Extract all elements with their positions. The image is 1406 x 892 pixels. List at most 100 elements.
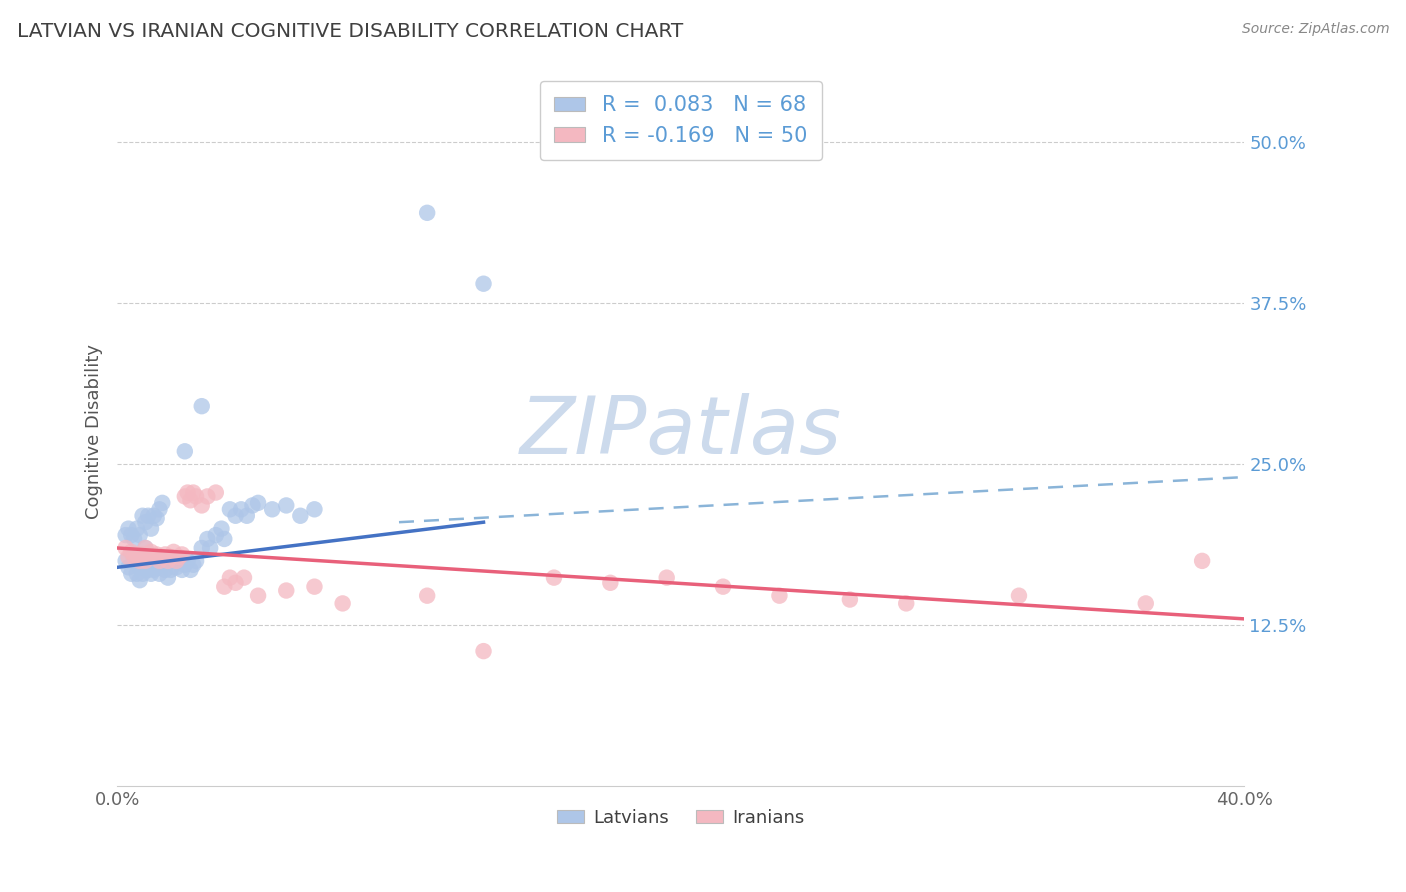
Point	[176, 554, 198, 568]
Point	[184, 490, 207, 504]
Point	[162, 545, 184, 559]
Text: LATVIAN VS IRANIAN COGNITIVE DISABILITY CORRELATION CHART: LATVIAN VS IRANIAN COGNITIVE DISABILITY …	[17, 22, 683, 41]
Point	[204, 485, 226, 500]
Point	[122, 532, 145, 546]
Point	[117, 560, 139, 574]
Point	[195, 490, 218, 504]
Point	[150, 549, 173, 564]
Point	[139, 566, 162, 581]
Point	[170, 548, 193, 562]
Point	[139, 522, 162, 536]
Text: Source: ZipAtlas.com: Source: ZipAtlas.com	[1241, 22, 1389, 37]
Point	[114, 554, 136, 568]
Point	[136, 563, 159, 577]
Point	[247, 496, 270, 510]
Point	[211, 522, 233, 536]
Legend: Latvians, Iranians: Latvians, Iranians	[550, 802, 811, 834]
Point	[125, 554, 148, 568]
Point	[128, 560, 150, 574]
Point	[148, 502, 170, 516]
Point	[1135, 596, 1157, 610]
Point	[148, 566, 170, 581]
Point	[134, 554, 156, 568]
Point	[148, 554, 170, 568]
Point	[114, 528, 136, 542]
Point	[150, 558, 173, 572]
Point	[142, 549, 165, 564]
Point	[276, 583, 298, 598]
Point	[139, 545, 162, 559]
Point	[134, 515, 156, 529]
Point	[181, 558, 204, 572]
Point	[128, 554, 150, 568]
Point	[125, 566, 148, 581]
Point	[156, 554, 179, 568]
Point	[142, 563, 165, 577]
Point	[768, 589, 790, 603]
Point	[838, 592, 860, 607]
Point	[416, 589, 439, 603]
Point	[120, 545, 142, 559]
Point	[122, 548, 145, 562]
Point	[184, 554, 207, 568]
Point	[181, 485, 204, 500]
Point	[114, 541, 136, 555]
Point	[204, 528, 226, 542]
Point	[125, 522, 148, 536]
Point	[195, 532, 218, 546]
Point	[219, 502, 242, 516]
Point	[231, 502, 253, 516]
Point	[131, 548, 153, 562]
Point	[139, 558, 162, 572]
Point	[162, 554, 184, 568]
Point	[304, 580, 326, 594]
Point	[156, 571, 179, 585]
Point	[247, 589, 270, 603]
Point	[214, 580, 236, 594]
Point	[472, 644, 495, 658]
Point	[198, 541, 221, 555]
Point	[142, 508, 165, 523]
Point	[150, 496, 173, 510]
Point	[472, 277, 495, 291]
Point	[416, 206, 439, 220]
Point	[128, 573, 150, 587]
Point	[136, 508, 159, 523]
Point	[1008, 589, 1031, 603]
Point	[120, 528, 142, 542]
Point	[190, 499, 212, 513]
Point	[190, 399, 212, 413]
Point	[190, 541, 212, 555]
Point	[176, 485, 198, 500]
Point	[128, 528, 150, 542]
Point	[134, 560, 156, 574]
Point	[120, 566, 142, 581]
Point	[225, 575, 247, 590]
Point	[148, 554, 170, 568]
Point	[233, 571, 256, 585]
Point	[276, 499, 298, 513]
Point	[170, 563, 193, 577]
Point	[543, 571, 565, 585]
Point	[134, 541, 156, 555]
Point	[131, 554, 153, 568]
Point	[179, 563, 201, 577]
Point	[214, 532, 236, 546]
Point	[117, 549, 139, 564]
Point	[173, 490, 195, 504]
Point	[136, 554, 159, 568]
Point	[262, 502, 284, 516]
Point	[225, 508, 247, 523]
Point	[332, 596, 354, 610]
Point	[122, 549, 145, 564]
Point	[896, 596, 918, 610]
Point	[165, 560, 187, 574]
Point	[179, 493, 201, 508]
Y-axis label: Cognitive Disability: Cognitive Disability	[86, 344, 103, 519]
Point	[131, 566, 153, 581]
Point	[136, 549, 159, 564]
Point	[304, 502, 326, 516]
Point	[173, 444, 195, 458]
Point	[711, 580, 734, 594]
Point	[159, 549, 181, 564]
